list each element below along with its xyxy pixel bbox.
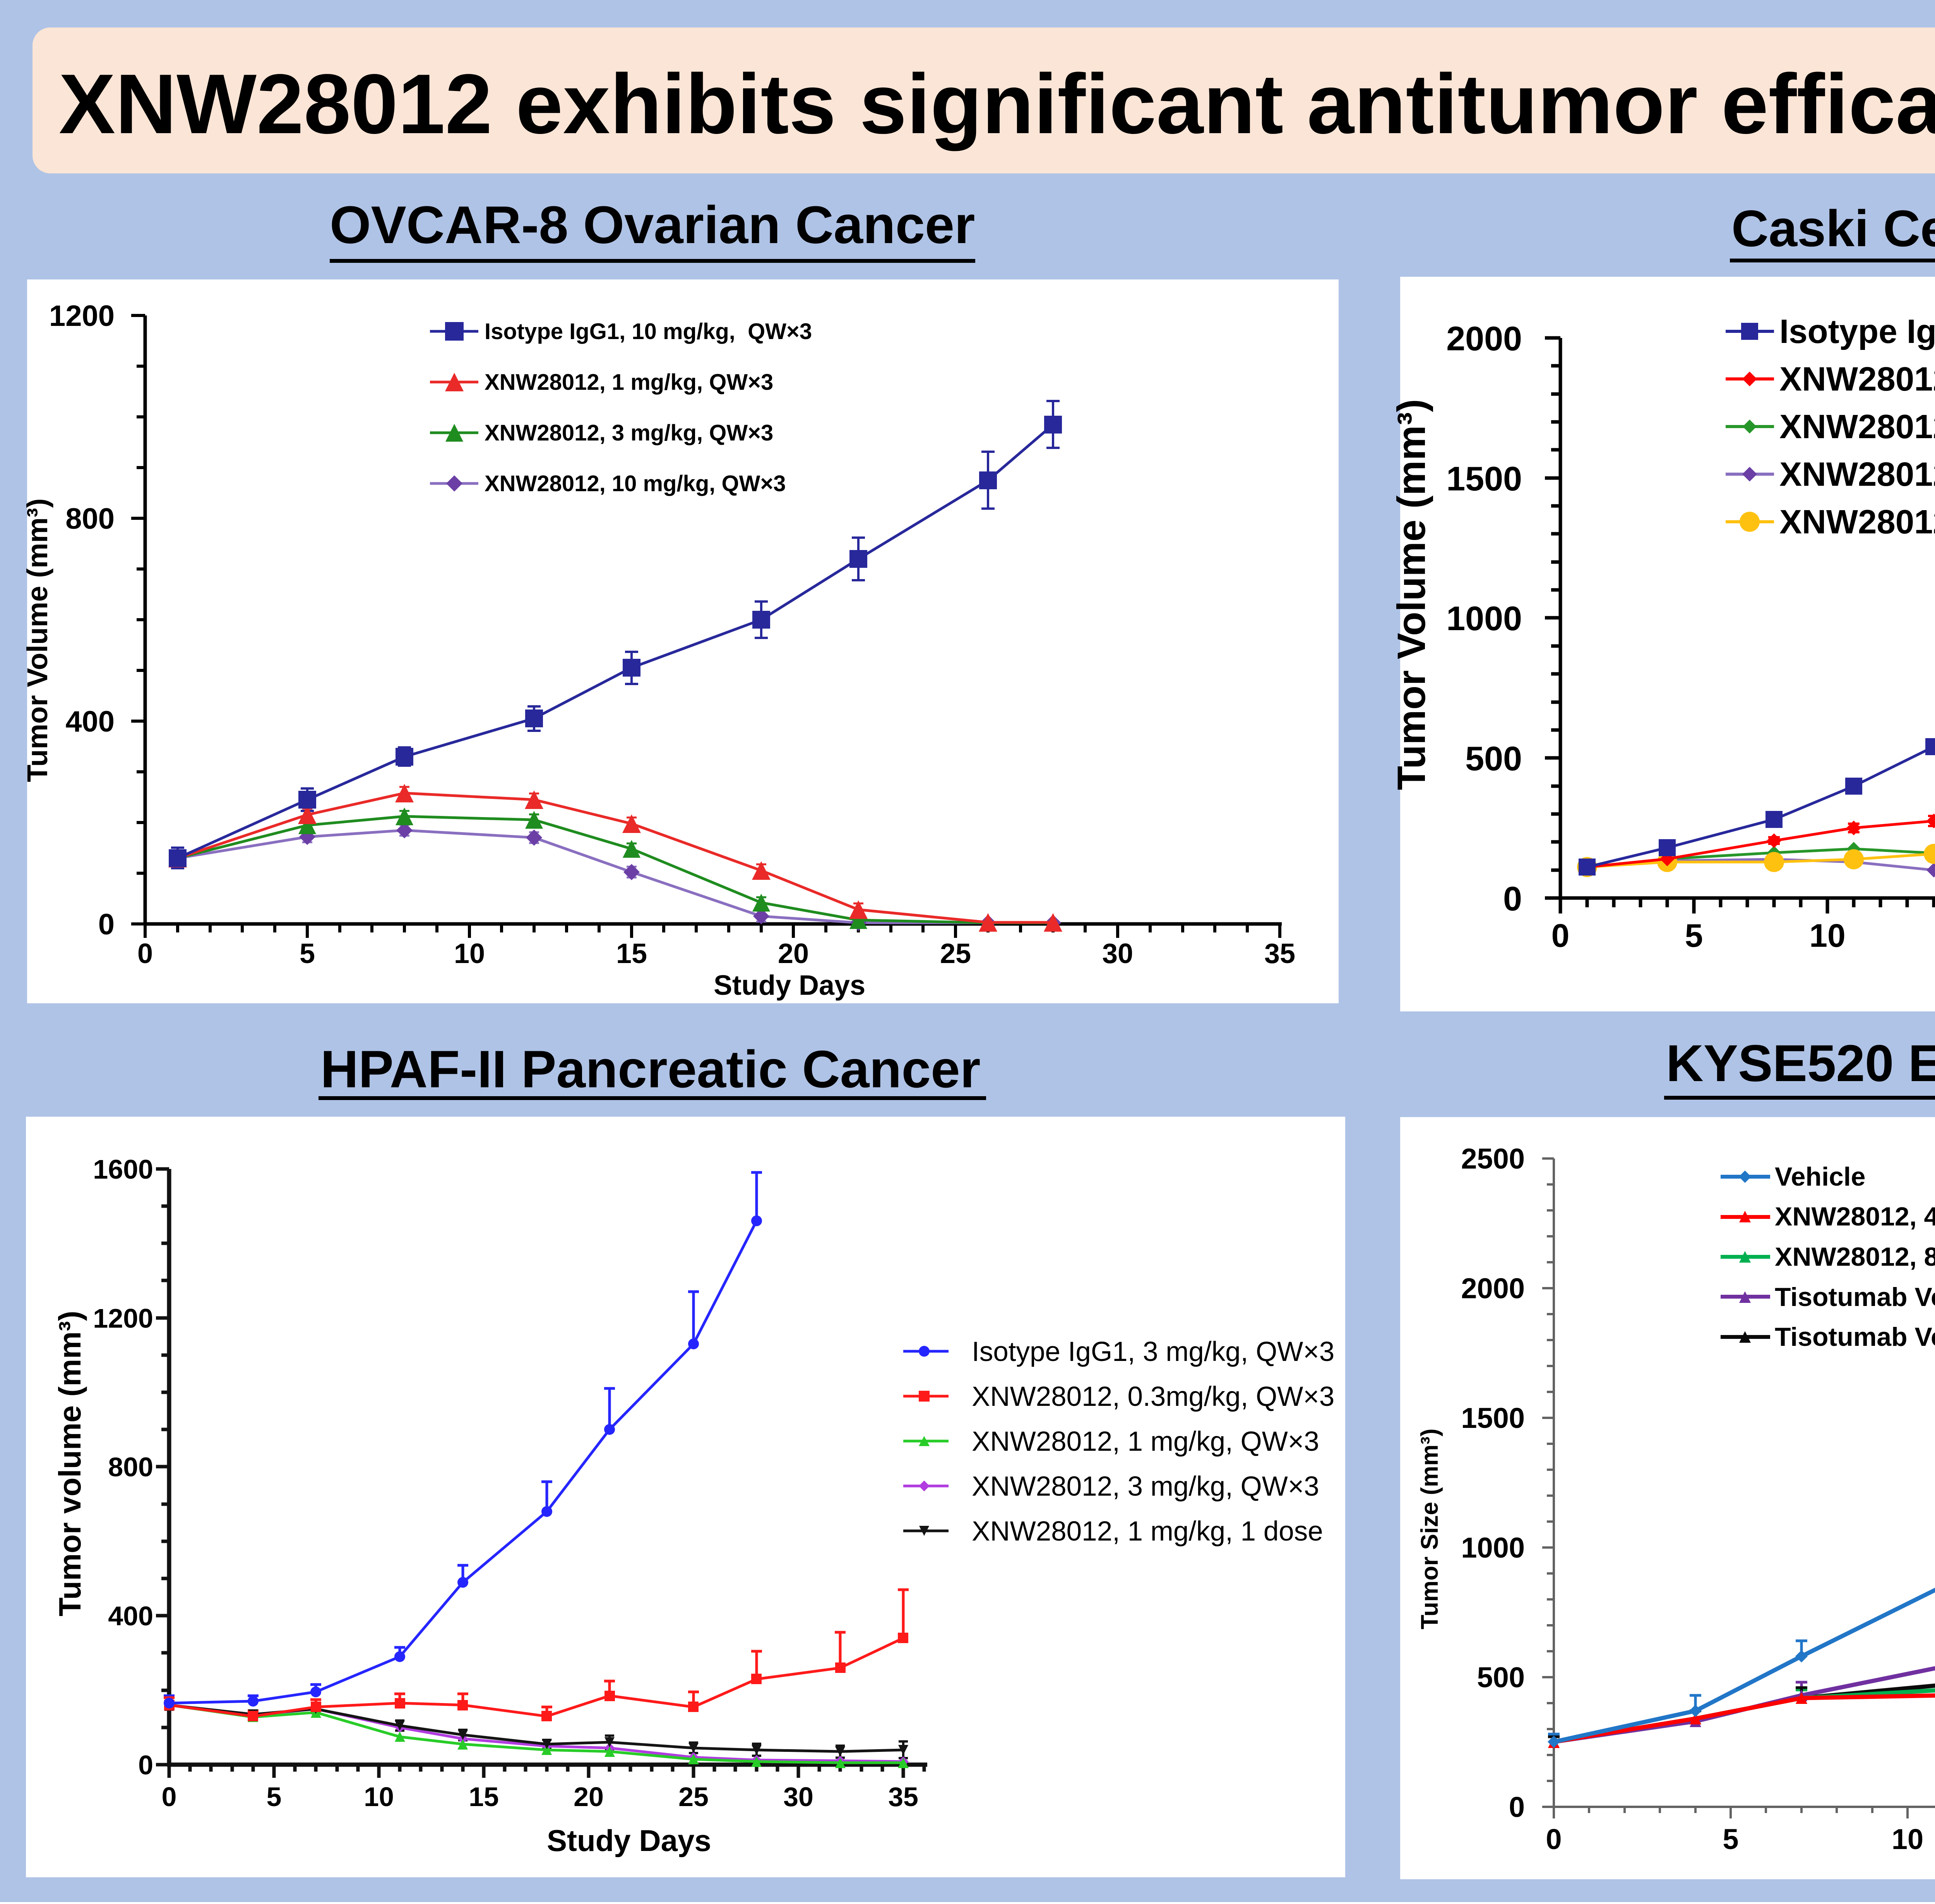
svg-text:1600: 1600 bbox=[93, 1154, 153, 1184]
svg-text:400: 400 bbox=[108, 1601, 153, 1631]
svg-text:1000: 1000 bbox=[1446, 599, 1522, 638]
svg-text:0: 0 bbox=[1546, 1823, 1562, 1855]
svg-text:0: 0 bbox=[1503, 879, 1522, 918]
svg-text:Isotype IgG1, 10 mg/kg, QW×3: Isotype IgG1, 10 mg/kg, QW×3 bbox=[485, 319, 812, 344]
svg-text:500: 500 bbox=[1477, 1661, 1525, 1693]
svg-text:0: 0 bbox=[98, 908, 115, 941]
svg-text:XNW28012 exhibits significant: XNW28012 exhibits significant antitumor … bbox=[59, 57, 1935, 151]
svg-text:25: 25 bbox=[678, 1782, 709, 1812]
svg-text:10: 10 bbox=[1809, 917, 1845, 954]
svg-text:HPAF-II Pancreatic Cancer: HPAF-II Pancreatic Cancer bbox=[320, 1040, 981, 1099]
svg-text:2000: 2000 bbox=[1446, 319, 1522, 358]
svg-text:XNW28012, 1 mg/kg, QW×3: XNW28012, 1 mg/kg, QW×3 bbox=[1779, 360, 1935, 398]
svg-text:Tisotumab Vedotin, 8 mg/kg, 1: Tisotumab Vedotin, 8 mg/kg, 1 dose bbox=[1775, 1322, 1935, 1352]
svg-text:25: 25 bbox=[940, 938, 971, 969]
svg-text:XNW28012, 3 mg/kg, QW×3: XNW28012, 3 mg/kg, QW×3 bbox=[485, 420, 773, 446]
svg-text:20: 20 bbox=[574, 1782, 604, 1812]
svg-text:XNW28012, 5 mg/kg, 1 dose: XNW28012, 5 mg/kg, 1 dose bbox=[1779, 503, 1935, 541]
svg-text:800: 800 bbox=[65, 502, 115, 535]
svg-text:XNW28012, 1 mg/kg, QW×3: XNW28012, 1 mg/kg, QW×3 bbox=[485, 370, 773, 395]
svg-text:35: 35 bbox=[1264, 938, 1295, 969]
svg-text:0: 0 bbox=[137, 938, 153, 969]
svg-text:0: 0 bbox=[162, 1782, 177, 1812]
svg-text:Tumor Volume (mm³): Tumor Volume (mm³) bbox=[1389, 399, 1433, 790]
svg-text:1200: 1200 bbox=[93, 1303, 153, 1333]
svg-text:XNW28012, 1 mg/kg, QW×3: XNW28012, 1 mg/kg, QW×3 bbox=[972, 1426, 1319, 1457]
svg-text:Tumor volume (mm³): Tumor volume (mm³) bbox=[53, 1311, 87, 1616]
svg-text:Study Days: Study Days bbox=[547, 1823, 711, 1858]
svg-text:Study Days: Study Days bbox=[714, 970, 865, 1001]
svg-text:0: 0 bbox=[138, 1750, 153, 1780]
svg-text:KYSE520 Esophageal Cancer: KYSE520 Esophageal Cancer bbox=[1666, 1035, 1935, 1092]
svg-text:Caski Cervical Cancer: Caski Cervical Cancer bbox=[1731, 200, 1935, 257]
svg-text:Tumor Size (mm³): Tumor Size (mm³) bbox=[1416, 1429, 1443, 1630]
svg-text:XNW28012, 8 mg/kg, 1 dose: XNW28012, 8 mg/kg, 1 dose bbox=[1775, 1242, 1935, 1272]
svg-text:XNW28012, 10 mg/kg, QW×3: XNW28012, 10 mg/kg, QW×3 bbox=[485, 471, 786, 496]
svg-text:Isotype IgG1, 10 mg/kg, QW×3: Isotype IgG1, 10 mg/kg, QW×3 bbox=[1779, 313, 1935, 350]
svg-text:1200: 1200 bbox=[49, 300, 115, 332]
svg-text:XNW28012, 4 mg/kg, 1 dose: XNW28012, 4 mg/kg, 1 dose bbox=[1775, 1202, 1935, 1231]
svg-text:Tisotumab Vedotin, 4 mg/kg, 1: Tisotumab Vedotin, 4 mg/kg, 1 dose bbox=[1775, 1282, 1935, 1312]
svg-text:0: 0 bbox=[1551, 917, 1570, 954]
svg-text:OVCAR-8 Ovarian Cancer: OVCAR-8 Ovarian Cancer bbox=[330, 195, 975, 255]
svg-text:1500: 1500 bbox=[1461, 1402, 1525, 1434]
svg-text:800: 800 bbox=[108, 1452, 153, 1482]
svg-text:5: 5 bbox=[1723, 1823, 1738, 1855]
svg-text:Vehicle: Vehicle bbox=[1775, 1162, 1865, 1191]
svg-text:30: 30 bbox=[1102, 938, 1133, 969]
svg-text:XNW28012, 3 mg/kg, QW×3: XNW28012, 3 mg/kg, QW×3 bbox=[1779, 408, 1935, 446]
svg-text:5: 5 bbox=[1685, 917, 1703, 954]
svg-text:0: 0 bbox=[1509, 1791, 1525, 1823]
svg-text:20: 20 bbox=[778, 938, 809, 969]
svg-text:Isotype IgG1, 3 mg/kg, QW×3: Isotype IgG1, 3 mg/kg, QW×3 bbox=[972, 1337, 1334, 1367]
svg-text:XNW28012, 0.3mg/kg, QW×3: XNW28012, 0.3mg/kg, QW×3 bbox=[972, 1381, 1334, 1412]
svg-text:XNW28012, 10 mg/kg, QW×3: XNW28012, 10 mg/kg, QW×3 bbox=[1779, 456, 1935, 493]
svg-text:XNW28012, 1 mg/kg, 1 dose: XNW28012, 1 mg/kg, 1 dose bbox=[972, 1516, 1323, 1547]
svg-text:2000: 2000 bbox=[1461, 1272, 1525, 1304]
svg-text:30: 30 bbox=[783, 1782, 813, 1812]
svg-text:2500: 2500 bbox=[1461, 1143, 1525, 1175]
svg-text:10: 10 bbox=[454, 938, 485, 969]
svg-text:15: 15 bbox=[616, 938, 647, 969]
svg-text:400: 400 bbox=[65, 705, 115, 738]
svg-text:5: 5 bbox=[300, 938, 315, 969]
svg-text:15: 15 bbox=[469, 1782, 499, 1812]
svg-text:35: 35 bbox=[888, 1782, 918, 1812]
svg-text:500: 500 bbox=[1465, 739, 1522, 778]
svg-text:10: 10 bbox=[364, 1782, 394, 1812]
svg-text:10: 10 bbox=[1892, 1823, 1923, 1855]
svg-text:Tumor Volume (mm³): Tumor Volume (mm³) bbox=[21, 498, 53, 782]
svg-text:5: 5 bbox=[267, 1782, 282, 1812]
svg-text:XNW28012, 3 mg/kg, QW×3: XNW28012, 3 mg/kg, QW×3 bbox=[972, 1471, 1319, 1502]
svg-text:1500: 1500 bbox=[1446, 459, 1522, 498]
svg-text:1000: 1000 bbox=[1461, 1532, 1525, 1564]
